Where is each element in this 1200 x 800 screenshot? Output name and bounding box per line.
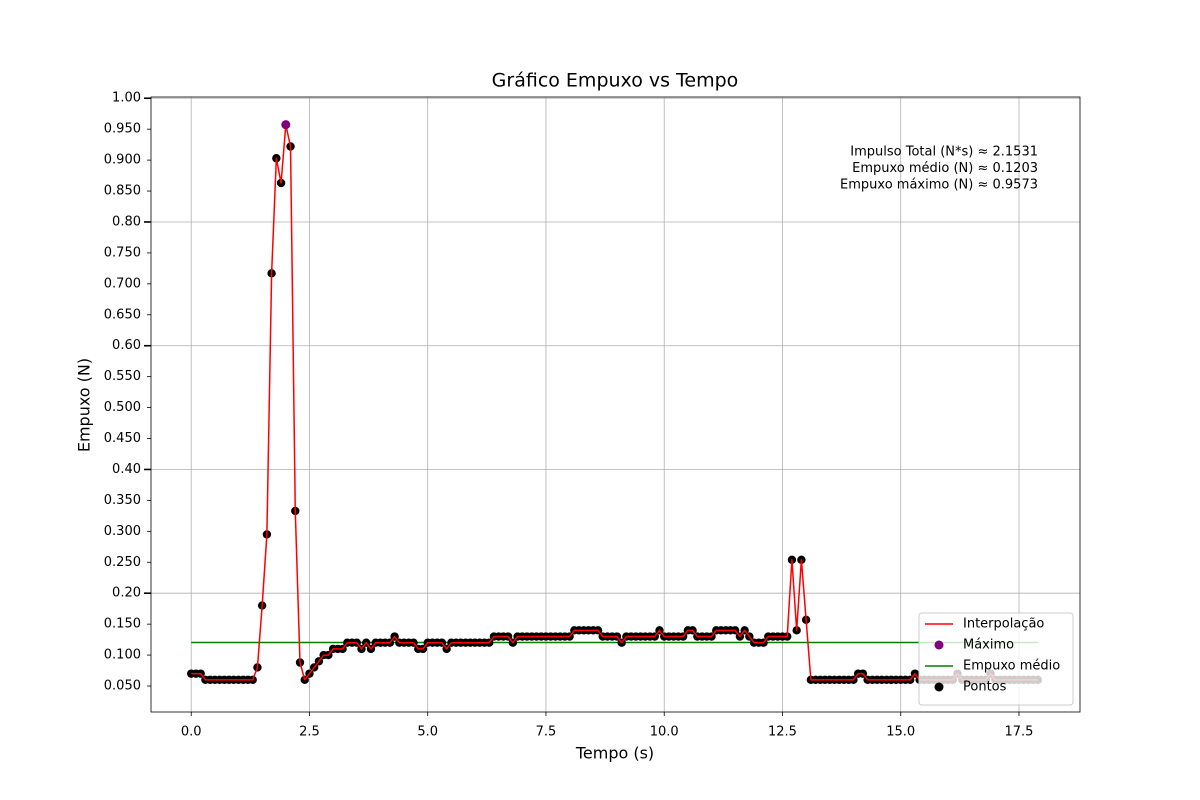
- x-axis-label: Tempo (s): [575, 744, 654, 763]
- annotation: Empuxo médio (N) ≈ 0.1203: [852, 161, 1038, 176]
- x-tick-label: 12.5: [768, 725, 797, 740]
- x-tick-label: 7.5: [536, 725, 557, 740]
- y-tick-label: 0.550: [104, 369, 141, 384]
- annotation: Empuxo máximo (N) ≈ 0.9573: [840, 178, 1038, 193]
- legend: Interpolação Máximo Empuxo médio Pontos: [918, 612, 1074, 706]
- x-tick-label: 17.5: [1005, 725, 1034, 740]
- y-tick-label: 0.050: [104, 679, 141, 694]
- y-axis-label: Empuxo (N): [75, 358, 94, 452]
- x-tick-label: 10.0: [650, 725, 679, 740]
- chart-title: Gráfico Empuxo vs Tempo: [492, 70, 739, 92]
- annotation: Impulso Total (N*s) ≈ 2.1531: [850, 145, 1038, 160]
- x-tick-label: 15.0: [886, 725, 915, 740]
- legend-label: Interpolação: [963, 617, 1044, 632]
- grid: [151, 97, 1080, 712]
- x-tick-label: 2.5: [299, 725, 320, 740]
- y-tick-label: 1.00: [112, 91, 141, 106]
- y-tick-label: 0.150: [104, 617, 141, 632]
- y-tick-label: 0.80: [112, 214, 141, 229]
- y-tick-label: 0.500: [104, 400, 141, 415]
- legend-swatch: [934, 682, 944, 692]
- y-tick-label: 0.450: [104, 431, 141, 446]
- y-tick-label: 0.40: [112, 462, 141, 477]
- x-tick-label: 5.0: [417, 725, 438, 740]
- y-tick-label: 0.900: [104, 153, 141, 168]
- axes-frame: [150, 96, 1081, 713]
- legend-box: [918, 612, 1074, 706]
- y-tick-label: 0.20: [112, 586, 141, 601]
- y-tick-label: 0.250: [104, 555, 141, 570]
- y-tick-label: 0.350: [104, 493, 141, 508]
- axes: 0.0 2.5 5.0 7.5 10.0 12.5 15.0 17.5 0.050 0.100 0.…: [104, 91, 1081, 740]
- y-tick-label: 0.850: [104, 184, 141, 199]
- y-tick-label: 0.300: [104, 524, 141, 539]
- max-marker: [281, 120, 291, 130]
- y-tick-label: 0.750: [104, 245, 141, 260]
- y-tick-label: 0.650: [104, 307, 141, 322]
- legend-swatch: [934, 640, 944, 650]
- legend-label: Máximo: [963, 638, 1014, 653]
- legend-label: Pontos: [963, 680, 1007, 695]
- interpolation-line: [191, 124, 1038, 681]
- legend-label: Empuxo médio: [963, 659, 1060, 674]
- x-tick-label: 0.0: [181, 725, 202, 740]
- y-tick-label: 0.950: [104, 122, 141, 137]
- y-tick-label: 0.60: [112, 338, 141, 353]
- y-tick-label: 0.700: [104, 276, 141, 291]
- y-tick-label: 0.100: [104, 648, 141, 663]
